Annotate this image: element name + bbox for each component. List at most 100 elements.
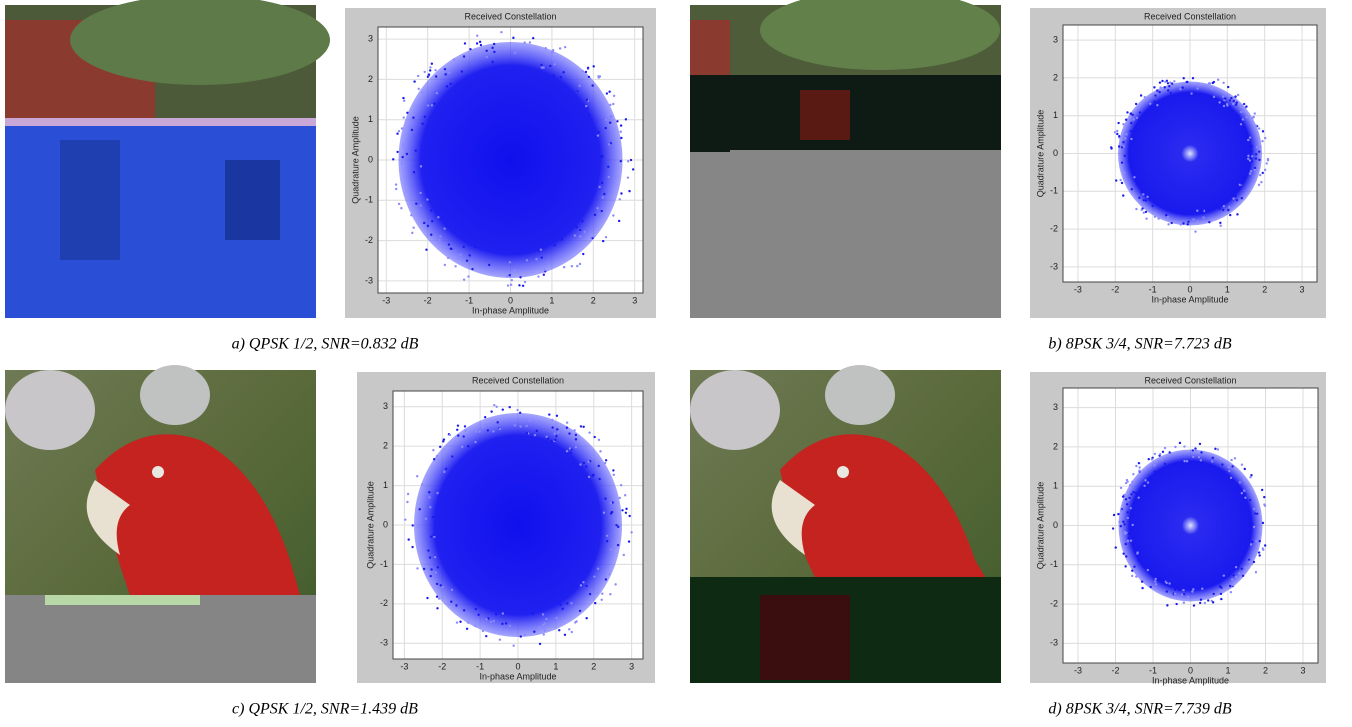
constellation-dot [1135,129,1139,132]
constellation-dot [416,525,420,529]
constellation-dot [509,283,513,286]
constellation-dot [441,586,444,589]
constellation-dot [463,425,467,428]
constellation-dot [1240,492,1244,495]
constellation-dot [478,40,482,44]
constellation-dot [404,518,407,521]
constellation-dot [435,595,439,598]
constellation-dot [414,149,417,152]
constellation-dot [411,545,414,549]
constellation-dot [629,158,633,162]
x-tick-label: 2 [1263,665,1268,675]
constellation-dot [1246,136,1249,139]
constellation-dot [1242,549,1245,552]
constellation-dot [492,42,496,46]
constellation-dot [1237,114,1240,117]
constellation-dot [551,426,554,429]
constellation-dot [478,430,481,433]
constellation-dot [1234,103,1238,106]
constellation-dot [523,280,527,284]
x-axis-label: In-phase Amplitude [479,671,556,681]
constellation-dot [1200,451,1203,454]
constellation-dot [1138,183,1141,186]
constellation-dot [617,525,620,529]
constellation-dot [415,202,418,205]
constellation-dot [444,467,448,471]
constellation-dot [1241,498,1244,501]
constellation-dot [568,447,572,450]
x-tick-label: -1 [1149,665,1157,675]
constellation-dot [1128,496,1131,500]
constellation-dot [592,473,595,477]
constellation-dot [1211,460,1214,463]
constellation-dot [579,463,582,466]
constellation-dot [1254,153,1258,156]
constellation-dot [1216,78,1220,81]
constellation-dot [1123,176,1126,180]
constellation-dot [512,644,515,647]
constellation-dot [1119,486,1123,490]
constellation-dot [474,624,477,628]
constellation-dot [519,276,522,279]
constellation-dot [518,411,522,414]
constellation-dot [1185,460,1189,463]
constellation-dot [405,152,409,156]
constellation-dot [545,435,548,439]
constellation-dot [473,245,477,249]
constellation-dot [1130,188,1133,191]
constellation-dot [1137,559,1141,563]
constellation-dot [493,50,496,54]
constellation-dot [1258,150,1261,153]
constellation-dot [528,41,532,44]
constellation-dot [604,118,608,122]
constellation-dot [1232,110,1236,113]
constellation-dot [1130,144,1134,147]
y-tick-label: 0 [383,519,388,529]
constellation-dot [429,209,433,212]
constellation-dot [1243,489,1246,492]
y-tick-label: -3 [1050,638,1058,648]
constellation-dot [1241,118,1245,121]
constellation-dot [429,574,432,578]
constellation-dot [496,421,499,424]
constellation-dot [431,220,434,223]
constellation-dot [1131,480,1134,484]
constellation-dot [1177,588,1181,592]
constellation-dot [1130,152,1133,156]
constellation-dot [461,445,464,449]
constellation-dot [1235,101,1238,104]
constellation-dot [1255,145,1259,149]
constellation-dot [1143,95,1146,99]
constellation-dot [599,450,602,453]
constellation-dot [1156,89,1159,92]
constellation-dot [1255,124,1258,127]
constellation-dot [495,405,498,408]
constellation-dot [1181,86,1184,89]
y-axis-label: Quadrature Amplitude [1035,482,1045,570]
constellation-dot [1227,465,1230,469]
constellation-dot [392,158,395,161]
constellation-dot [1259,173,1262,177]
constellation-dot [1154,577,1157,581]
constellation-dot [1228,469,1231,473]
constellation-dot [1247,157,1250,160]
constellation-cloud [1118,81,1262,226]
constellation-dot [1173,80,1176,83]
constellation-dot [1122,552,1125,555]
constellation-dot [582,581,585,584]
constellation-dot [624,511,628,514]
constellation-dot [400,127,404,130]
constellation-dot [552,74,555,77]
constellation-dot [1166,604,1169,607]
constellation-dot [492,430,495,433]
constellation-dot [560,238,564,241]
constellation-dot [412,171,416,174]
constellation-dot [430,568,433,571]
constellation-dot [574,433,578,437]
constellation-dot [1115,179,1118,182]
constellation-dot [1258,158,1261,162]
constellation-dot [1232,574,1235,577]
constellation-dot [1123,523,1126,526]
constellation-dot [416,475,419,478]
constellation-dot [481,629,485,633]
